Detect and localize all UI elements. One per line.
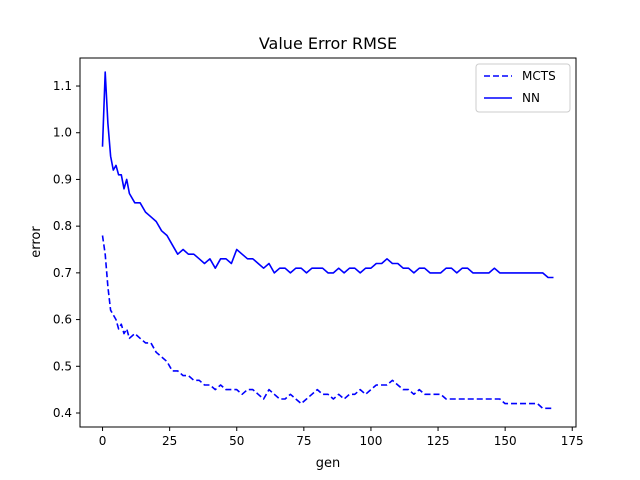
- y-tick-label: 0.5: [53, 359, 72, 373]
- x-tick-label: 175: [561, 434, 584, 448]
- y-axis-label: error: [29, 226, 44, 258]
- axes: 0 25 50 75 100 125 150 175 0.4 0.5 0.6 0.7 0.8 0.9 1.0…: [53, 79, 584, 448]
- x-tick-label: 0: [99, 434, 107, 448]
- x-tick-label: 125: [427, 434, 450, 448]
- x-tick-label: 150: [494, 434, 517, 448]
- plot-area: [101, 71, 554, 410]
- plot-frame: [79, 57, 577, 428]
- x-tick-label: 100: [359, 434, 382, 448]
- x-tick-label: 25: [162, 434, 177, 448]
- x-axis-label: gen: [316, 456, 341, 471]
- legend-label-mcts: MCTS: [522, 69, 556, 83]
- y-tick-label: 0.8: [53, 219, 72, 233]
- x-tick-label: 50: [229, 434, 244, 448]
- y-tick-label: 0.7: [53, 266, 72, 280]
- y-tick-label: 1.0: [53, 126, 72, 140]
- y-tick-label: 0.9: [53, 172, 72, 186]
- y-tick-label: 0.4: [53, 406, 72, 420]
- y-tick-label: 1.1: [53, 79, 72, 93]
- y-tick-label: 0.6: [53, 313, 72, 327]
- legend: MCTS NN: [475, 63, 571, 113]
- chart-title: Value Error RMSE: [259, 34, 397, 53]
- x-tick-label: 75: [296, 434, 311, 448]
- legend-label-nn: NN: [522, 91, 540, 105]
- legend-box: [475, 63, 571, 113]
- series-line-nn: [101, 71, 554, 279]
